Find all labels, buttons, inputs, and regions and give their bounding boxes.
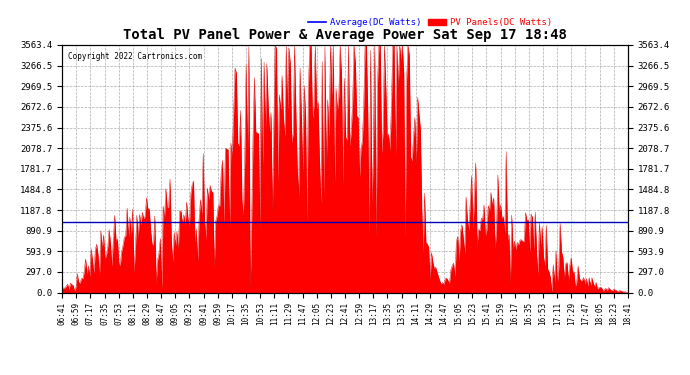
Title: Total PV Panel Power & Average Power Sat Sep 17 18:48: Total PV Panel Power & Average Power Sat…: [123, 28, 567, 42]
Legend: Average(DC Watts), PV Panels(DC Watts): Average(DC Watts), PV Panels(DC Watts): [304, 15, 555, 31]
Text: Copyright 2022 Cartronics.com: Copyright 2022 Cartronics.com: [68, 53, 202, 62]
